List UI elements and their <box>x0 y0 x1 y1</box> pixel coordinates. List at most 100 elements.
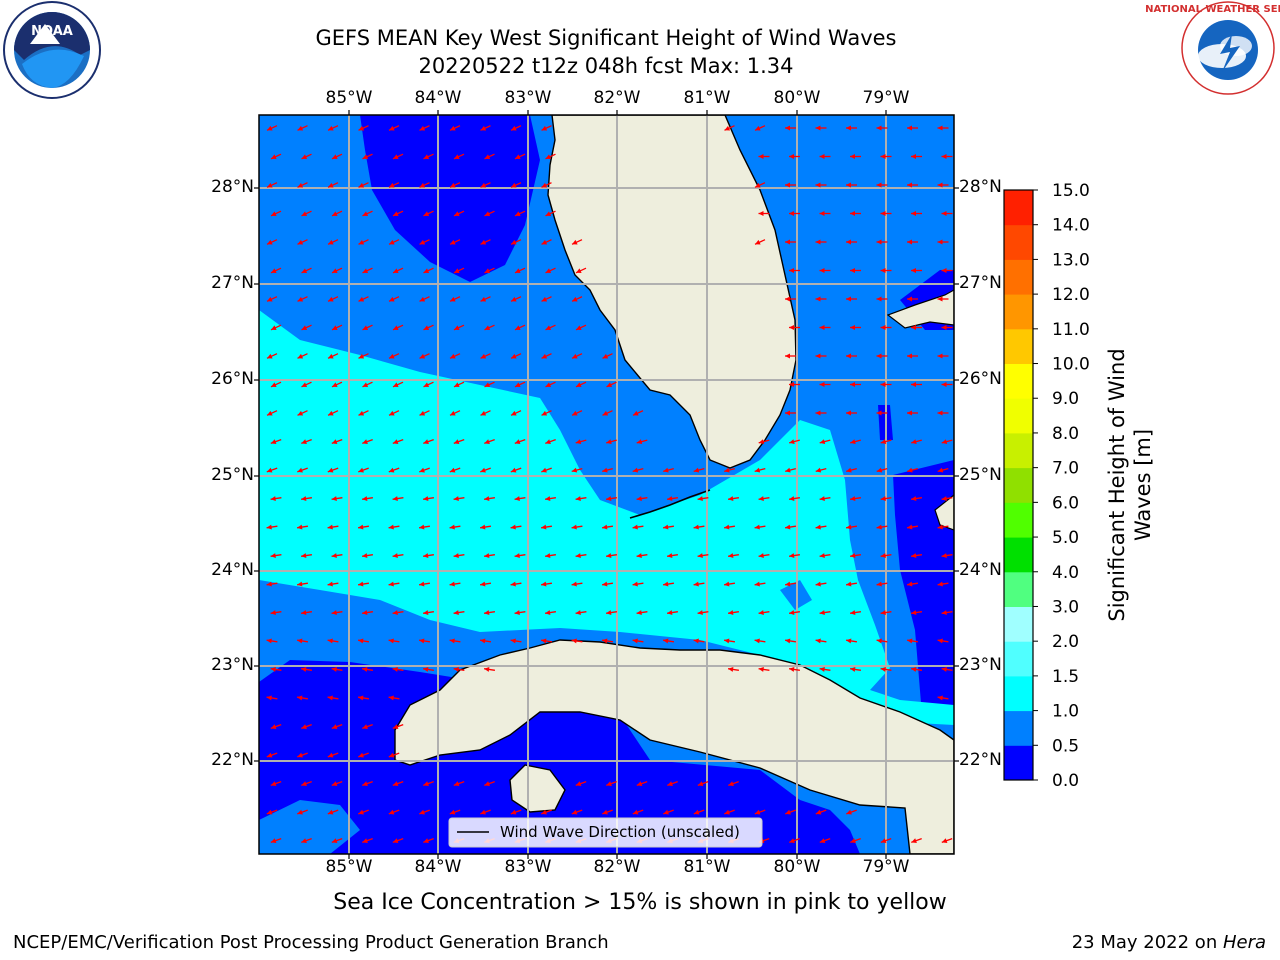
wave-arrow-head <box>575 439 582 444</box>
wave-arrow-head <box>358 581 364 587</box>
wave-arrow-head <box>876 353 882 359</box>
wave-arrow-head <box>545 496 551 501</box>
wave-arrow-head <box>480 524 486 530</box>
wave-arrow-head <box>419 809 425 815</box>
wave-arrow-head <box>815 524 821 530</box>
wave-arrow-head <box>724 809 730 815</box>
wave-arrow-head <box>911 325 916 330</box>
wave-arrow-head <box>514 610 520 615</box>
wave-arrow-head <box>297 638 303 644</box>
wave-arrow-head <box>266 809 273 815</box>
wave-arrow-head <box>450 125 456 131</box>
wave-arrow-head <box>358 638 364 644</box>
wave-arrow-head <box>758 610 764 615</box>
wave-arrow-head <box>819 667 825 672</box>
wave-arrow-head <box>511 353 517 359</box>
wave-arrow-head <box>301 382 308 387</box>
wave-arrow-head <box>328 353 334 359</box>
wave-arrow-head <box>327 809 334 815</box>
wave-arrow-head <box>728 667 734 672</box>
colorbar-segment <box>1004 571 1033 607</box>
lon-label-bottom: 84°W <box>414 857 462 877</box>
wave-arrow-head <box>331 610 337 615</box>
wave-arrow-head <box>362 211 369 216</box>
wave-arrow-head <box>876 638 882 644</box>
wave-arrow-head <box>450 410 456 416</box>
wave-arrow-head <box>419 125 426 131</box>
lat-label-left: 23°N <box>211 655 254 675</box>
wave-arrow-head <box>301 439 307 444</box>
wave-arrow-head <box>850 439 856 444</box>
wave-arrow-head <box>328 182 334 188</box>
colorbar-tick-label: 2.0 <box>1052 632 1079 652</box>
wave-arrow-head <box>450 182 456 188</box>
colorbar-tick-label: 6.0 <box>1052 493 1079 513</box>
wave-arrow-head <box>880 211 886 216</box>
wave-arrow-head <box>297 239 304 245</box>
wave-arrow-head <box>484 667 490 672</box>
wave-arrow-head <box>876 182 882 188</box>
chart-title-line2: 20220522 t12z 048h fcst Max: 1.34 <box>418 54 794 78</box>
wave-arrow-head <box>480 353 487 359</box>
graticule <box>259 115 954 854</box>
wave-arrow-head <box>510 524 516 530</box>
wave-arrow-head <box>880 154 886 159</box>
wave-arrow-head <box>937 125 943 131</box>
wave-arrow-head <box>301 724 307 729</box>
wave-arrow-head <box>362 268 369 273</box>
wave-arrow-head <box>907 524 913 530</box>
wave-arrow-head <box>911 610 917 615</box>
wave-arrow-head <box>419 638 425 644</box>
wave-arrow-head <box>789 667 795 672</box>
wave-arrow-head <box>419 410 426 416</box>
wave-arrow-head <box>937 467 944 473</box>
wave-arrow-head <box>785 182 790 188</box>
wave-arrow-head <box>297 695 303 701</box>
wave-arrow-head <box>419 182 426 188</box>
wave-arrow-head <box>754 581 760 587</box>
wave-arrow-head <box>541 581 547 587</box>
colorbar-tick-label: 10.0 <box>1052 355 1090 375</box>
wave-arrow-head <box>911 439 917 444</box>
colorbar-tick-label: 5.0 <box>1052 528 1079 548</box>
wave-arrow-head <box>819 211 825 216</box>
wave-arrow-head <box>907 182 912 188</box>
wave-arrow-head <box>331 667 337 672</box>
wave-arrow-head <box>815 581 821 587</box>
wave-arrow-head <box>271 268 277 273</box>
colorbar-label-line2: Waves [m] <box>1131 429 1155 541</box>
wave-arrow-head <box>576 268 582 273</box>
wave-arrow-head <box>270 667 276 672</box>
colorbar-ticks: 0.0 0.5 1.0 1.5 2.0 3.0 4.0 5.0 6.0 7.0 8.0 9.0 10.0… <box>1033 181 1090 791</box>
wave-arrow-head <box>724 467 730 473</box>
wave-arrow-head <box>632 809 639 815</box>
wave-arrow-head <box>785 638 791 644</box>
wave-arrow-head <box>362 553 368 558</box>
wave-arrow-head <box>297 752 303 758</box>
wave-arrow-head <box>850 382 855 387</box>
wave-arrow-head <box>358 524 364 530</box>
wave-arrow-head <box>606 781 612 786</box>
colorbar <box>1003 189 1034 781</box>
wave-arrow-head <box>697 781 704 786</box>
wave-arrow-head <box>667 553 673 558</box>
wave-arrow-head <box>266 695 272 701</box>
wave-arrow-head <box>480 410 487 416</box>
wave-arrow-head <box>941 268 947 273</box>
florida-keys <box>629 489 711 519</box>
wind-wave-arrows <box>266 125 953 844</box>
sea-ice-note: Sea Ice Concentration > 15% is shown in … <box>333 890 947 915</box>
wave-arrow-head <box>911 838 917 843</box>
wave-arrow-head <box>667 781 673 786</box>
wave-arrow-head <box>301 211 308 216</box>
wave-arrow-head <box>907 296 912 302</box>
wave-arrow-head <box>514 496 520 501</box>
wave-arrow-head <box>515 382 521 387</box>
wave-arrow-head <box>362 838 368 843</box>
wave-arrow-head <box>850 667 856 672</box>
wave-arrow-head <box>332 268 338 273</box>
colorbar-segment <box>1004 259 1033 295</box>
wave-arrow-head <box>480 809 486 815</box>
lat-label-right: 24°N <box>959 560 1002 580</box>
colorbar-tick-label: 9.0 <box>1052 389 1079 409</box>
